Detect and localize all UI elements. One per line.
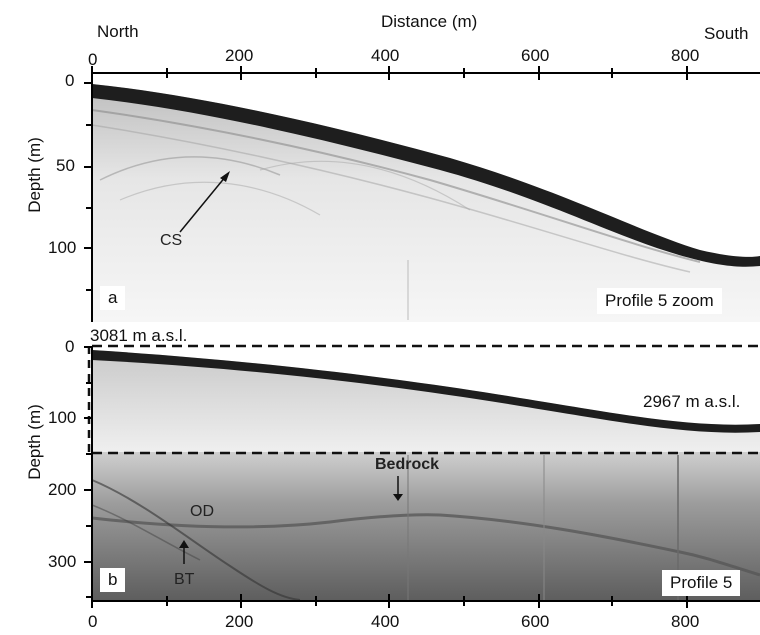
b-ytick-300: 300 xyxy=(48,552,77,571)
bottom-tick-800: 800 xyxy=(671,612,700,631)
panel-a-image xyxy=(91,80,760,322)
panel-a-y-axis xyxy=(84,80,93,322)
panel-b-profile-label: Profile 5 xyxy=(662,570,741,596)
top-tick-600: 600 xyxy=(521,46,550,65)
bottom-tick-0: 0 xyxy=(88,612,98,631)
od-label: OD xyxy=(190,503,214,520)
distance-axis-title: Distance (m) xyxy=(381,12,478,31)
north-label: North xyxy=(97,22,139,41)
panel-a-profile-label: Profile 5 zoom xyxy=(597,288,722,314)
a-ytick-0: 0 xyxy=(65,71,75,90)
bedrock-label: Bedrock xyxy=(375,456,440,473)
elevation-start: 3081 m a.s.l. xyxy=(90,326,188,345)
elevation-end: 2967 m a.s.l. xyxy=(643,392,741,411)
bottom-tick-600: 600 xyxy=(521,612,550,631)
top-tick-200: 200 xyxy=(225,46,254,65)
south-label: South xyxy=(704,24,749,43)
b-ytick-100: 100 xyxy=(48,408,77,427)
top-tick-0: 0 xyxy=(88,50,98,69)
panel-a-tag: a xyxy=(100,286,126,310)
panel-b-y-axis xyxy=(84,346,93,600)
bottom-axis xyxy=(91,594,760,608)
top-tick-400: 400 xyxy=(371,46,400,65)
b-ytick-0: 0 xyxy=(65,337,75,356)
b-ytick-200: 200 xyxy=(48,480,77,499)
bt-arrowhead xyxy=(179,540,189,548)
bt-label: BT xyxy=(174,571,195,588)
a-ylabel: Depth (m) xyxy=(25,137,44,213)
cs-arrow xyxy=(179,175,227,233)
top-axis xyxy=(91,66,760,80)
panel-b-image xyxy=(91,346,760,601)
a-ytick-100: 100 xyxy=(48,238,77,257)
b-ylabel: Depth (m) xyxy=(25,404,44,480)
bottom-tick-400: 400 xyxy=(371,612,400,631)
cs-arrowhead xyxy=(220,171,230,182)
panel-b-tag: b xyxy=(100,568,126,592)
bottom-tick-200: 200 xyxy=(225,612,254,631)
bedrock-arrowhead xyxy=(393,494,403,501)
a-ytick-50: 50 xyxy=(56,156,75,175)
top-tick-800: 800 xyxy=(671,46,700,65)
cs-label: CS xyxy=(160,232,183,249)
